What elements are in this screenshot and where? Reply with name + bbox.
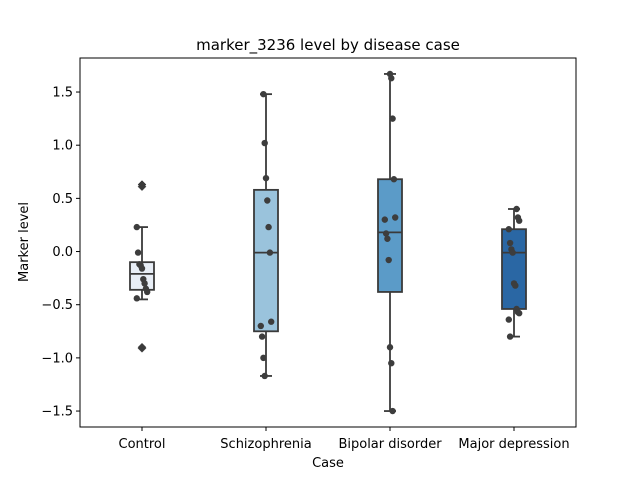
data-point (260, 354, 267, 362)
y-tick-label: −0.5 (41, 298, 73, 313)
data-point (513, 205, 520, 213)
data-point (389, 115, 396, 122)
data-point (144, 288, 151, 296)
outlier-marker (137, 182, 147, 192)
data-point (261, 372, 268, 380)
data-point (261, 139, 268, 147)
data-point (384, 235, 391, 242)
data-point (133, 295, 140, 302)
data-point (506, 239, 514, 247)
data-point (390, 176, 398, 183)
x-tick-label: Schizophrenia (220, 437, 311, 452)
data-point (133, 223, 140, 231)
data-point (260, 90, 267, 98)
box (377, 178, 403, 293)
data-point (138, 265, 146, 272)
box (253, 188, 279, 333)
data-point (257, 322, 264, 330)
data-point (505, 226, 512, 233)
data-point (134, 249, 142, 256)
data-point (141, 280, 148, 287)
data-point (258, 333, 266, 340)
y-tick-label: 0.5 (52, 192, 73, 207)
y-tick-label: 0.0 (52, 245, 73, 260)
data-point (386, 344, 394, 351)
data-point (264, 197, 271, 204)
data-point (389, 407, 396, 415)
outlier-marker (137, 343, 147, 353)
data-point (392, 214, 399, 221)
data-point (388, 75, 395, 82)
box (501, 228, 527, 310)
data-point (265, 223, 272, 231)
data-point (262, 174, 270, 182)
plot-frame (79, 57, 577, 428)
data-point (509, 249, 516, 256)
y-tick-label: −1.5 (41, 405, 73, 420)
box-group (501, 208, 527, 338)
x-axis-label: Case (312, 456, 344, 471)
data-point (516, 310, 523, 317)
data-point (268, 318, 275, 325)
data-point (381, 216, 388, 223)
x-tick-label: Bipolar disorder (338, 437, 442, 452)
x-tick-label: Major depression (458, 437, 569, 452)
data-point (506, 333, 514, 340)
y-axis: −1.5 −1.0 −0.5 0.0 0.5 1.0 1.5 (41, 86, 80, 420)
x-tick-label: Control (119, 437, 166, 452)
data-point (512, 282, 519, 289)
data-point (516, 217, 523, 224)
y-tick-label: 1.0 (52, 139, 73, 154)
chart-title: marker_3236 level by disease case (196, 36, 460, 55)
y-axis-label: Marker level (17, 202, 32, 282)
data-point (505, 316, 512, 323)
y-tick-label: 1.5 (52, 86, 73, 101)
box-group (253, 93, 279, 377)
data-point (266, 249, 274, 256)
y-tick-label: −1.0 (41, 351, 73, 366)
data-point (388, 359, 395, 367)
data-point (385, 256, 392, 264)
plot-area (129, 70, 527, 415)
data-point (382, 230, 390, 237)
box-group (377, 73, 403, 412)
x-axis: Control Schizophrenia Bipolar disorder Majo… (119, 427, 570, 452)
